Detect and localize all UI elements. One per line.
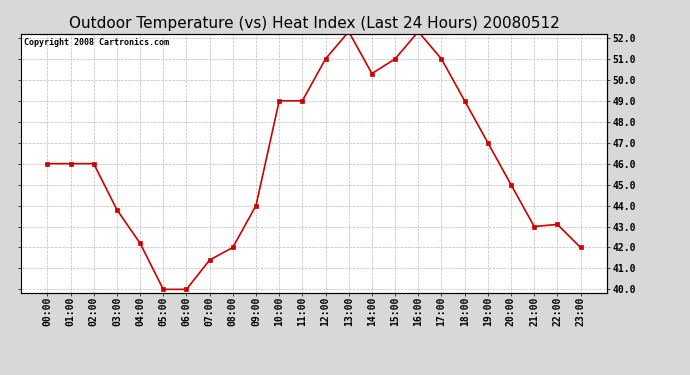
Text: Copyright 2008 Cartronics.com: Copyright 2008 Cartronics.com — [23, 38, 168, 46]
Title: Outdoor Temperature (vs) Heat Index (Last 24 Hours) 20080512: Outdoor Temperature (vs) Heat Index (Las… — [68, 16, 560, 31]
